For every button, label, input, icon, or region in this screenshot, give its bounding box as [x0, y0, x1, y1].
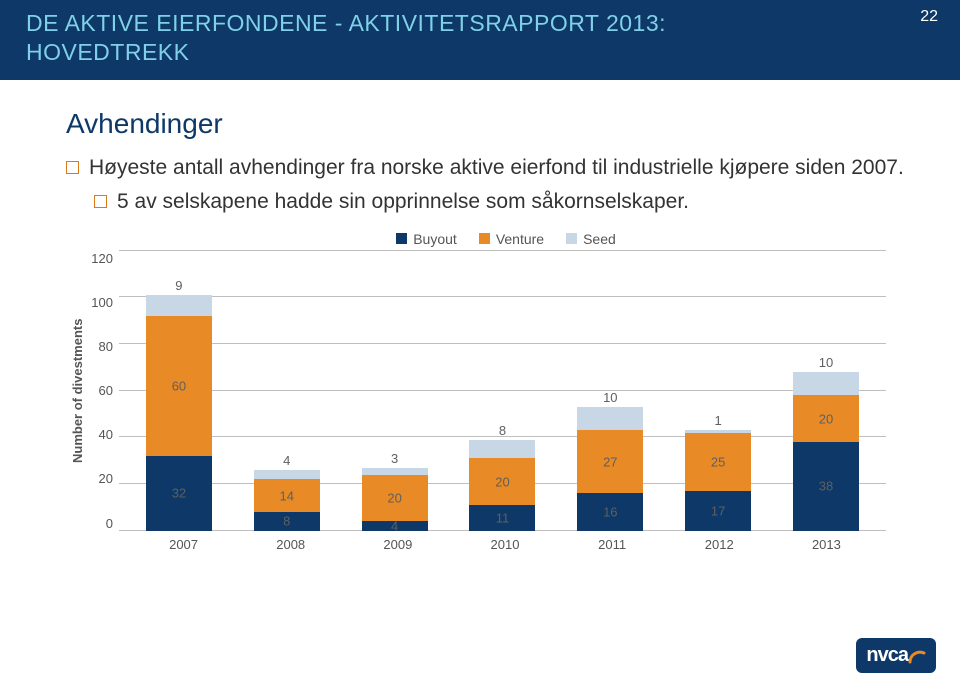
slide-header: DE AKTIVE EIERFONDENE - AKTIVITETSRAPPOR… [0, 0, 960, 80]
bar-segment-venture: 20 [793, 395, 859, 442]
legend-item-buyout: Buyout [396, 231, 457, 247]
bar-segment-venture: 20 [469, 458, 535, 505]
bullet-1-text: Høyeste antall avhendinger fra norske ak… [89, 154, 904, 182]
bar-segment-seed: 8 [469, 440, 535, 459]
xtick: 2012 [686, 537, 752, 552]
bar-2007: 9 60 32 [146, 251, 212, 531]
bar-value-label: 4 [362, 519, 428, 534]
y-axis-label: Number of divestments [66, 251, 85, 531]
chart-legend: Buyout Venture Seed [126, 231, 886, 247]
bar-segment-seed: 4 [254, 470, 320, 479]
bar-segment-venture: 14 [254, 479, 320, 512]
bar-segment-seed: 10 [793, 372, 859, 395]
ytick: 120 [85, 251, 113, 266]
xtick: 2008 [258, 537, 324, 552]
bar-value-label: 4 [254, 453, 320, 468]
nvca-logo: nvca [856, 638, 936, 673]
bar-segment-buyout: 38 [793, 442, 859, 531]
bar-value-label: 9 [146, 278, 212, 293]
bar-segment-venture: 20 [362, 475, 428, 522]
bar-segment-venture: 60 [146, 316, 212, 456]
y-axis-ticks: 120 100 80 60 40 20 0 [85, 251, 119, 531]
bar-value-label: 1 [685, 413, 751, 428]
bar-value-label: 25 [685, 454, 751, 469]
header-title-line2: HOVEDTREKK [26, 39, 934, 66]
logo-text: nvca [866, 644, 908, 667]
xtick: 2013 [793, 537, 859, 552]
bar-value-label: 32 [146, 486, 212, 501]
bar-segment-venture: 25 [685, 433, 751, 491]
bar-segment-buyout: 8 [254, 512, 320, 531]
bullet-2: 5 av selskapene hadde sin opprinnelse so… [94, 188, 930, 216]
ytick: 0 [85, 516, 113, 531]
ytick: 80 [85, 339, 113, 354]
bar-value-label: 17 [685, 503, 751, 518]
legend-label-seed: Seed [583, 231, 616, 247]
x-axis-ticks: 2007 2008 2009 2010 2011 2012 2013 [124, 531, 886, 552]
footer-logo: nvca [856, 638, 936, 673]
legend-swatch-venture [479, 233, 490, 244]
bar-segment-seed: 3 [362, 468, 428, 475]
divestments-chart: Buyout Venture Seed Number of divestment… [66, 231, 886, 552]
bar-value-label: 16 [577, 505, 643, 520]
bar-value-label: 38 [793, 479, 859, 494]
bar-value-label: 14 [254, 488, 320, 503]
bar-value-label: 27 [577, 454, 643, 469]
ytick: 20 [85, 471, 113, 486]
ytick: 100 [85, 295, 113, 310]
bullet-box-icon [66, 161, 79, 174]
page-number: 22 [920, 8, 938, 26]
bar-value-label: 11 [469, 510, 535, 525]
bar-value-label: 8 [469, 423, 535, 438]
bar-segment-buyout: 11 [469, 505, 535, 531]
bar-value-label: 10 [793, 355, 859, 370]
bar-value-label: 20 [469, 474, 535, 489]
bar-row: 96032414832048201110271612517102038 [119, 251, 886, 531]
bullet-2-text: 5 av selskapene hadde sin opprinnelse so… [117, 188, 689, 216]
bar-2009: 3 20 4 [362, 251, 428, 531]
bar-value-label: 10 [577, 390, 643, 405]
section-heading: Avhendinger [66, 108, 930, 140]
legend-label-buyout: Buyout [413, 231, 457, 247]
xtick: 2010 [472, 537, 538, 552]
bar-value-label: 60 [146, 379, 212, 394]
legend-swatch-buyout [396, 233, 407, 244]
bar-segment-seed: 9 [146, 295, 212, 316]
bullet-1: Høyeste antall avhendinger fra norske ak… [66, 154, 930, 182]
bar-value-label: 20 [793, 411, 859, 426]
plot-area: 96032414832048201110271612517102038 [119, 251, 886, 531]
legend-swatch-seed [566, 233, 577, 244]
bar-value-label: 20 [362, 491, 428, 506]
bar-2010: 8 20 11 [469, 251, 535, 531]
bullet-box-icon [94, 195, 107, 208]
xtick: 2011 [579, 537, 645, 552]
plot-outer: Number of divestments 120 100 80 60 40 2… [66, 251, 886, 531]
logo-arc-icon [908, 647, 926, 665]
bar-value-label: 8 [254, 514, 320, 529]
bar-value-label: 3 [362, 451, 428, 466]
xtick: 2009 [365, 537, 431, 552]
header-title-line1: DE AKTIVE EIERFONDENE - AKTIVITETSRAPPOR… [26, 10, 934, 37]
legend-item-venture: Venture [479, 231, 544, 247]
bar-2011: 10 27 16 [577, 251, 643, 531]
legend-label-venture: Venture [496, 231, 544, 247]
ytick: 60 [85, 383, 113, 398]
bar-segment-venture: 27 [577, 430, 643, 493]
bar-segment-buyout: 17 [685, 491, 751, 531]
xtick: 2007 [151, 537, 217, 552]
ytick: 40 [85, 427, 113, 442]
bar-segment-buyout: 16 [577, 493, 643, 530]
bar-2013: 10 20 38 [793, 251, 859, 531]
slide-body: Avhendinger Høyeste antall avhendinger f… [0, 80, 960, 552]
bar-2008: 4 14 8 [254, 251, 320, 531]
bar-segment-seed: 10 [577, 407, 643, 430]
bar-2012: 1 25 17 [685, 251, 751, 531]
legend-item-seed: Seed [566, 231, 616, 247]
bar-segment-buyout: 4 [362, 521, 428, 530]
bar-segment-buyout: 32 [146, 456, 212, 531]
